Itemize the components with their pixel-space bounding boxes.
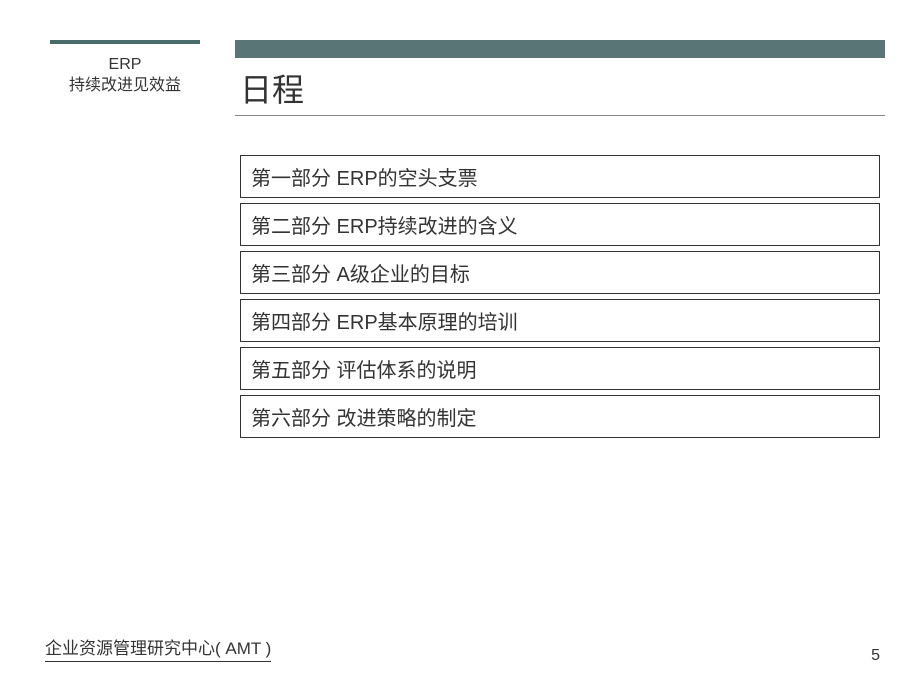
header-band	[235, 40, 885, 58]
sidebar-title: ERP 持续改进见效益	[40, 55, 210, 97]
title-divider	[235, 115, 885, 116]
footer-organization: 企业资源管理研究中心( AMT )	[45, 634, 271, 662]
agenda-item: 第三部分 A级企业的目标	[240, 251, 880, 294]
sidebar-title-line1: ERP	[40, 55, 210, 76]
sidebar-title-line2: 持续改进见效益	[40, 76, 210, 97]
sidebar-top-bar	[50, 40, 200, 44]
agenda-item: 第四部分 ERP基本原理的培训	[240, 299, 880, 342]
agenda-item: 第五部分 评估体系的说明	[240, 347, 880, 390]
agenda-list: 第一部分 ERP的空头支票 第二部分 ERP持续改进的含义 第三部分 A级企业的…	[240, 155, 880, 443]
agenda-item: 第六部分 改进策略的制定	[240, 395, 880, 438]
page-title: 日程	[240, 65, 304, 111]
page-number: 5	[871, 647, 880, 665]
agenda-item: 第二部分 ERP持续改进的含义	[240, 203, 880, 246]
agenda-item: 第一部分 ERP的空头支票	[240, 155, 880, 198]
